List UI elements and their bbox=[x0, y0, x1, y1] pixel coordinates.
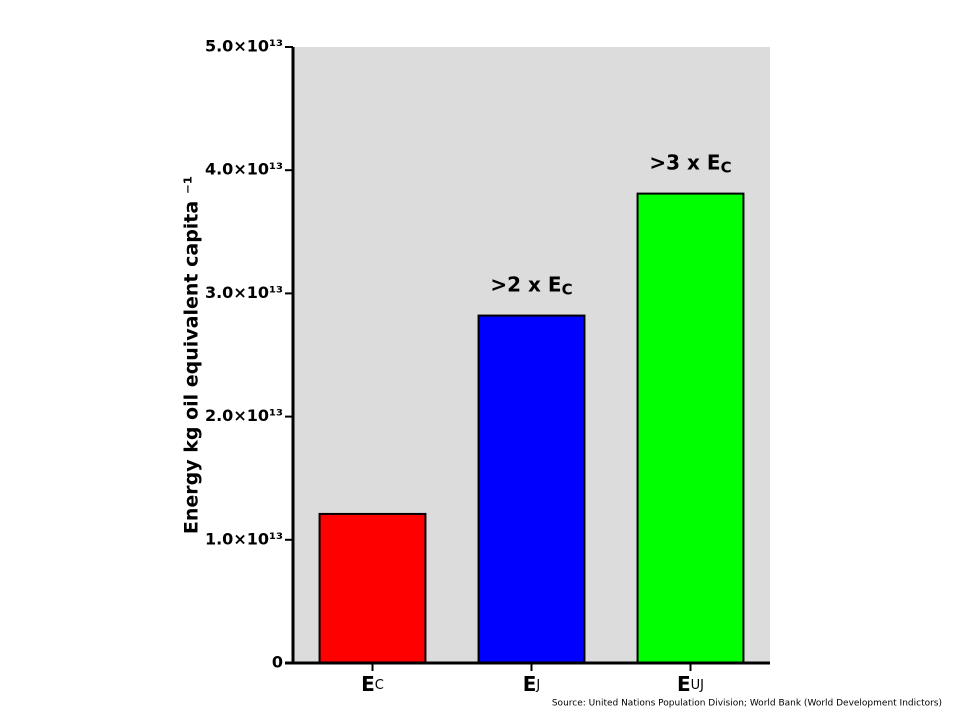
category-sub: J bbox=[535, 678, 540, 693]
x-tick-label: EUJ bbox=[677, 672, 704, 696]
category-main: E bbox=[523, 672, 537, 696]
x-tick-label: EC bbox=[361, 672, 384, 696]
annotation-text: >3 x E bbox=[649, 150, 720, 174]
y-axis-label: Energy kg oil equivalent capita ⁻¹ bbox=[181, 176, 203, 534]
bar bbox=[318, 512, 427, 664]
bar bbox=[636, 192, 745, 664]
y-tick-label: 1.0×10¹³ bbox=[205, 529, 283, 548]
y-tick-label: 2.0×10¹³ bbox=[205, 406, 283, 425]
annotation-text: >2 x E bbox=[490, 272, 561, 296]
annotation: >3 x EC bbox=[649, 150, 731, 176]
y-tick-label: 3.0×10¹³ bbox=[205, 283, 283, 302]
annotation: >2 x EC bbox=[490, 272, 572, 298]
x-tick-label: EJ bbox=[523, 672, 541, 696]
category-main: E bbox=[677, 672, 691, 696]
category-sub: UJ bbox=[691, 678, 704, 693]
y-tick-label: 4.0×10¹³ bbox=[205, 160, 283, 179]
category-sub: C bbox=[375, 678, 384, 693]
y-tick-label: 0 bbox=[272, 653, 283, 672]
bar bbox=[477, 314, 586, 664]
category-main: E bbox=[361, 672, 375, 696]
annotation-sub: C bbox=[721, 158, 732, 176]
source-note: Source: United Nations Population Divisi… bbox=[552, 699, 942, 709]
y-tick-label: 5.0×10¹³ bbox=[205, 37, 283, 56]
annotation-sub: C bbox=[562, 280, 573, 298]
